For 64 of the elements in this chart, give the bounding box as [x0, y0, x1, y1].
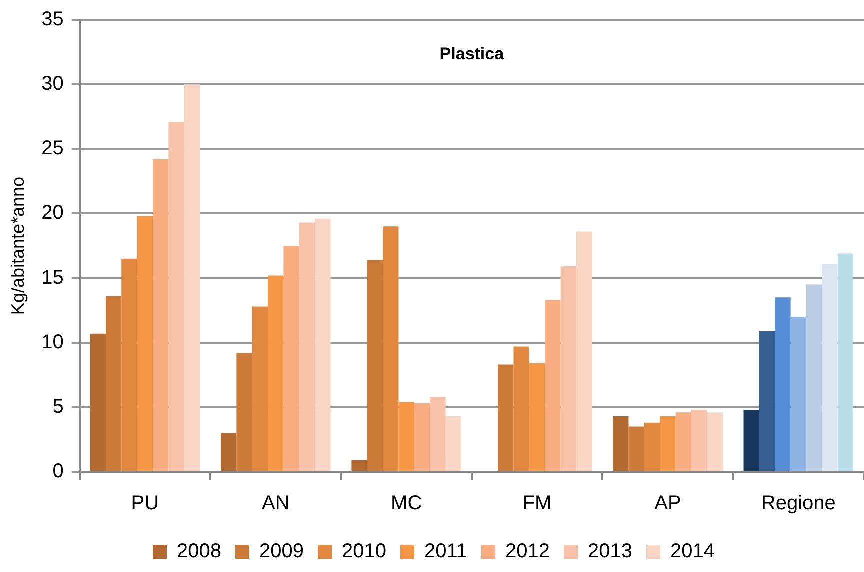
- bar: [268, 276, 284, 471]
- bar: [775, 298, 791, 471]
- bar: [106, 296, 122, 471]
- x-tick-label: FM: [522, 492, 552, 515]
- bar: [430, 397, 446, 471]
- y-tick-label: 10: [42, 331, 64, 354]
- bar: [660, 416, 676, 471]
- bar: [514, 346, 530, 471]
- bar: [153, 159, 169, 471]
- bar: [498, 364, 514, 471]
- bar: [790, 317, 806, 471]
- bar: [90, 334, 106, 471]
- bar: [236, 353, 252, 471]
- legend-label: 2008: [177, 540, 222, 563]
- text: Plastica: [440, 44, 505, 64]
- legend-label: 2009: [260, 540, 304, 563]
- y-tick-label: 20: [42, 202, 64, 224]
- bar: [352, 460, 368, 471]
- bar: [315, 218, 331, 471]
- bar: [759, 331, 776, 471]
- y-tick-label: 30: [42, 73, 64, 96]
- bar: [707, 412, 723, 471]
- bar: [168, 122, 184, 471]
- bar: [284, 246, 300, 471]
- y-tick-label: 25: [42, 138, 64, 160]
- bar: [691, 410, 708, 471]
- bar: [414, 404, 430, 471]
- legend-label: 2013: [588, 540, 632, 563]
- x-tick-label: PU: [131, 492, 160, 515]
- bar: [838, 254, 854, 471]
- bar: [367, 260, 384, 471]
- bar: [383, 226, 399, 471]
- x-tick-label: MC: [391, 492, 422, 515]
- bar: [122, 258, 138, 471]
- y-tick-label: 35: [42, 8, 64, 31]
- bar: [545, 300, 561, 471]
- x-tick-label: AP: [654, 492, 682, 515]
- y-tick-label: 15: [42, 266, 64, 289]
- legend-label: 2014: [670, 540, 715, 563]
- x-tick-label: AN: [262, 492, 290, 515]
- y-tick-label: 5: [52, 396, 64, 418]
- bar: [252, 306, 268, 471]
- y-axis-title: Kg/abitante*anno: [8, 176, 28, 316]
- bar: [184, 84, 200, 471]
- legend-label: 2012: [506, 540, 550, 563]
- bar: [137, 216, 154, 471]
- legend-label: 2010: [342, 540, 387, 563]
- legend-label: 2011: [424, 540, 468, 563]
- bar: [398, 402, 414, 471]
- y-tick-label: 0: [52, 460, 64, 483]
- bar: [806, 284, 822, 471]
- bar: [576, 232, 592, 471]
- bar: [822, 264, 838, 471]
- bar: [299, 222, 316, 471]
- bar: [529, 364, 546, 471]
- bar: [644, 422, 660, 471]
- bar: [628, 426, 644, 471]
- bar: [446, 416, 462, 471]
- bar: [220, 433, 237, 471]
- x-tick-label: Regione: [761, 492, 836, 515]
- bar: [744, 410, 760, 471]
- bar: [613, 416, 629, 471]
- bar: [676, 412, 692, 471]
- bar: [560, 266, 576, 471]
